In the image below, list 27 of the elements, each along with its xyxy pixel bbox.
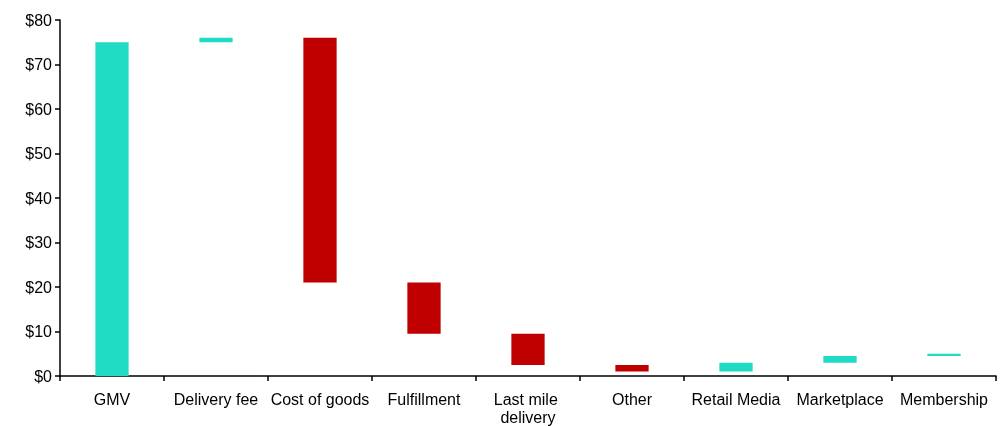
bar <box>303 37 337 283</box>
y-tick-label: $80 <box>25 11 53 29</box>
x-tick-label: Retail Media <box>691 390 781 408</box>
y-tick-label: $60 <box>25 100 53 118</box>
y-tick-label: $70 <box>25 56 53 73</box>
y-tick-label: $40 <box>25 189 53 207</box>
x-tick-label: Membership <box>899 390 989 408</box>
bar <box>511 333 545 365</box>
y-tick-label: $50 <box>25 145 53 162</box>
bar <box>95 42 129 376</box>
bar <box>823 355 857 363</box>
bar <box>199 37 233 43</box>
y-tick-label: $30 <box>25 234 53 251</box>
x-tick-label: GMV <box>93 390 131 408</box>
x-tick-label: Fulfillment <box>387 390 462 408</box>
x-tick-label: Marketplace <box>796 390 884 408</box>
y-tick-label: $0 <box>34 367 53 385</box>
bar <box>719 362 753 372</box>
x-tick-label: Other <box>611 390 653 408</box>
y-tick-label: $20 <box>25 278 53 296</box>
x-tick-label: Cost of goods <box>270 390 370 408</box>
x-tick-label: Last mile delivery <box>493 390 563 426</box>
y-tick-label: $10 <box>25 323 53 340</box>
bar <box>615 364 649 372</box>
x-tick-label: Delivery fee <box>173 390 259 408</box>
bar <box>927 353 961 356</box>
bar <box>407 282 441 334</box>
